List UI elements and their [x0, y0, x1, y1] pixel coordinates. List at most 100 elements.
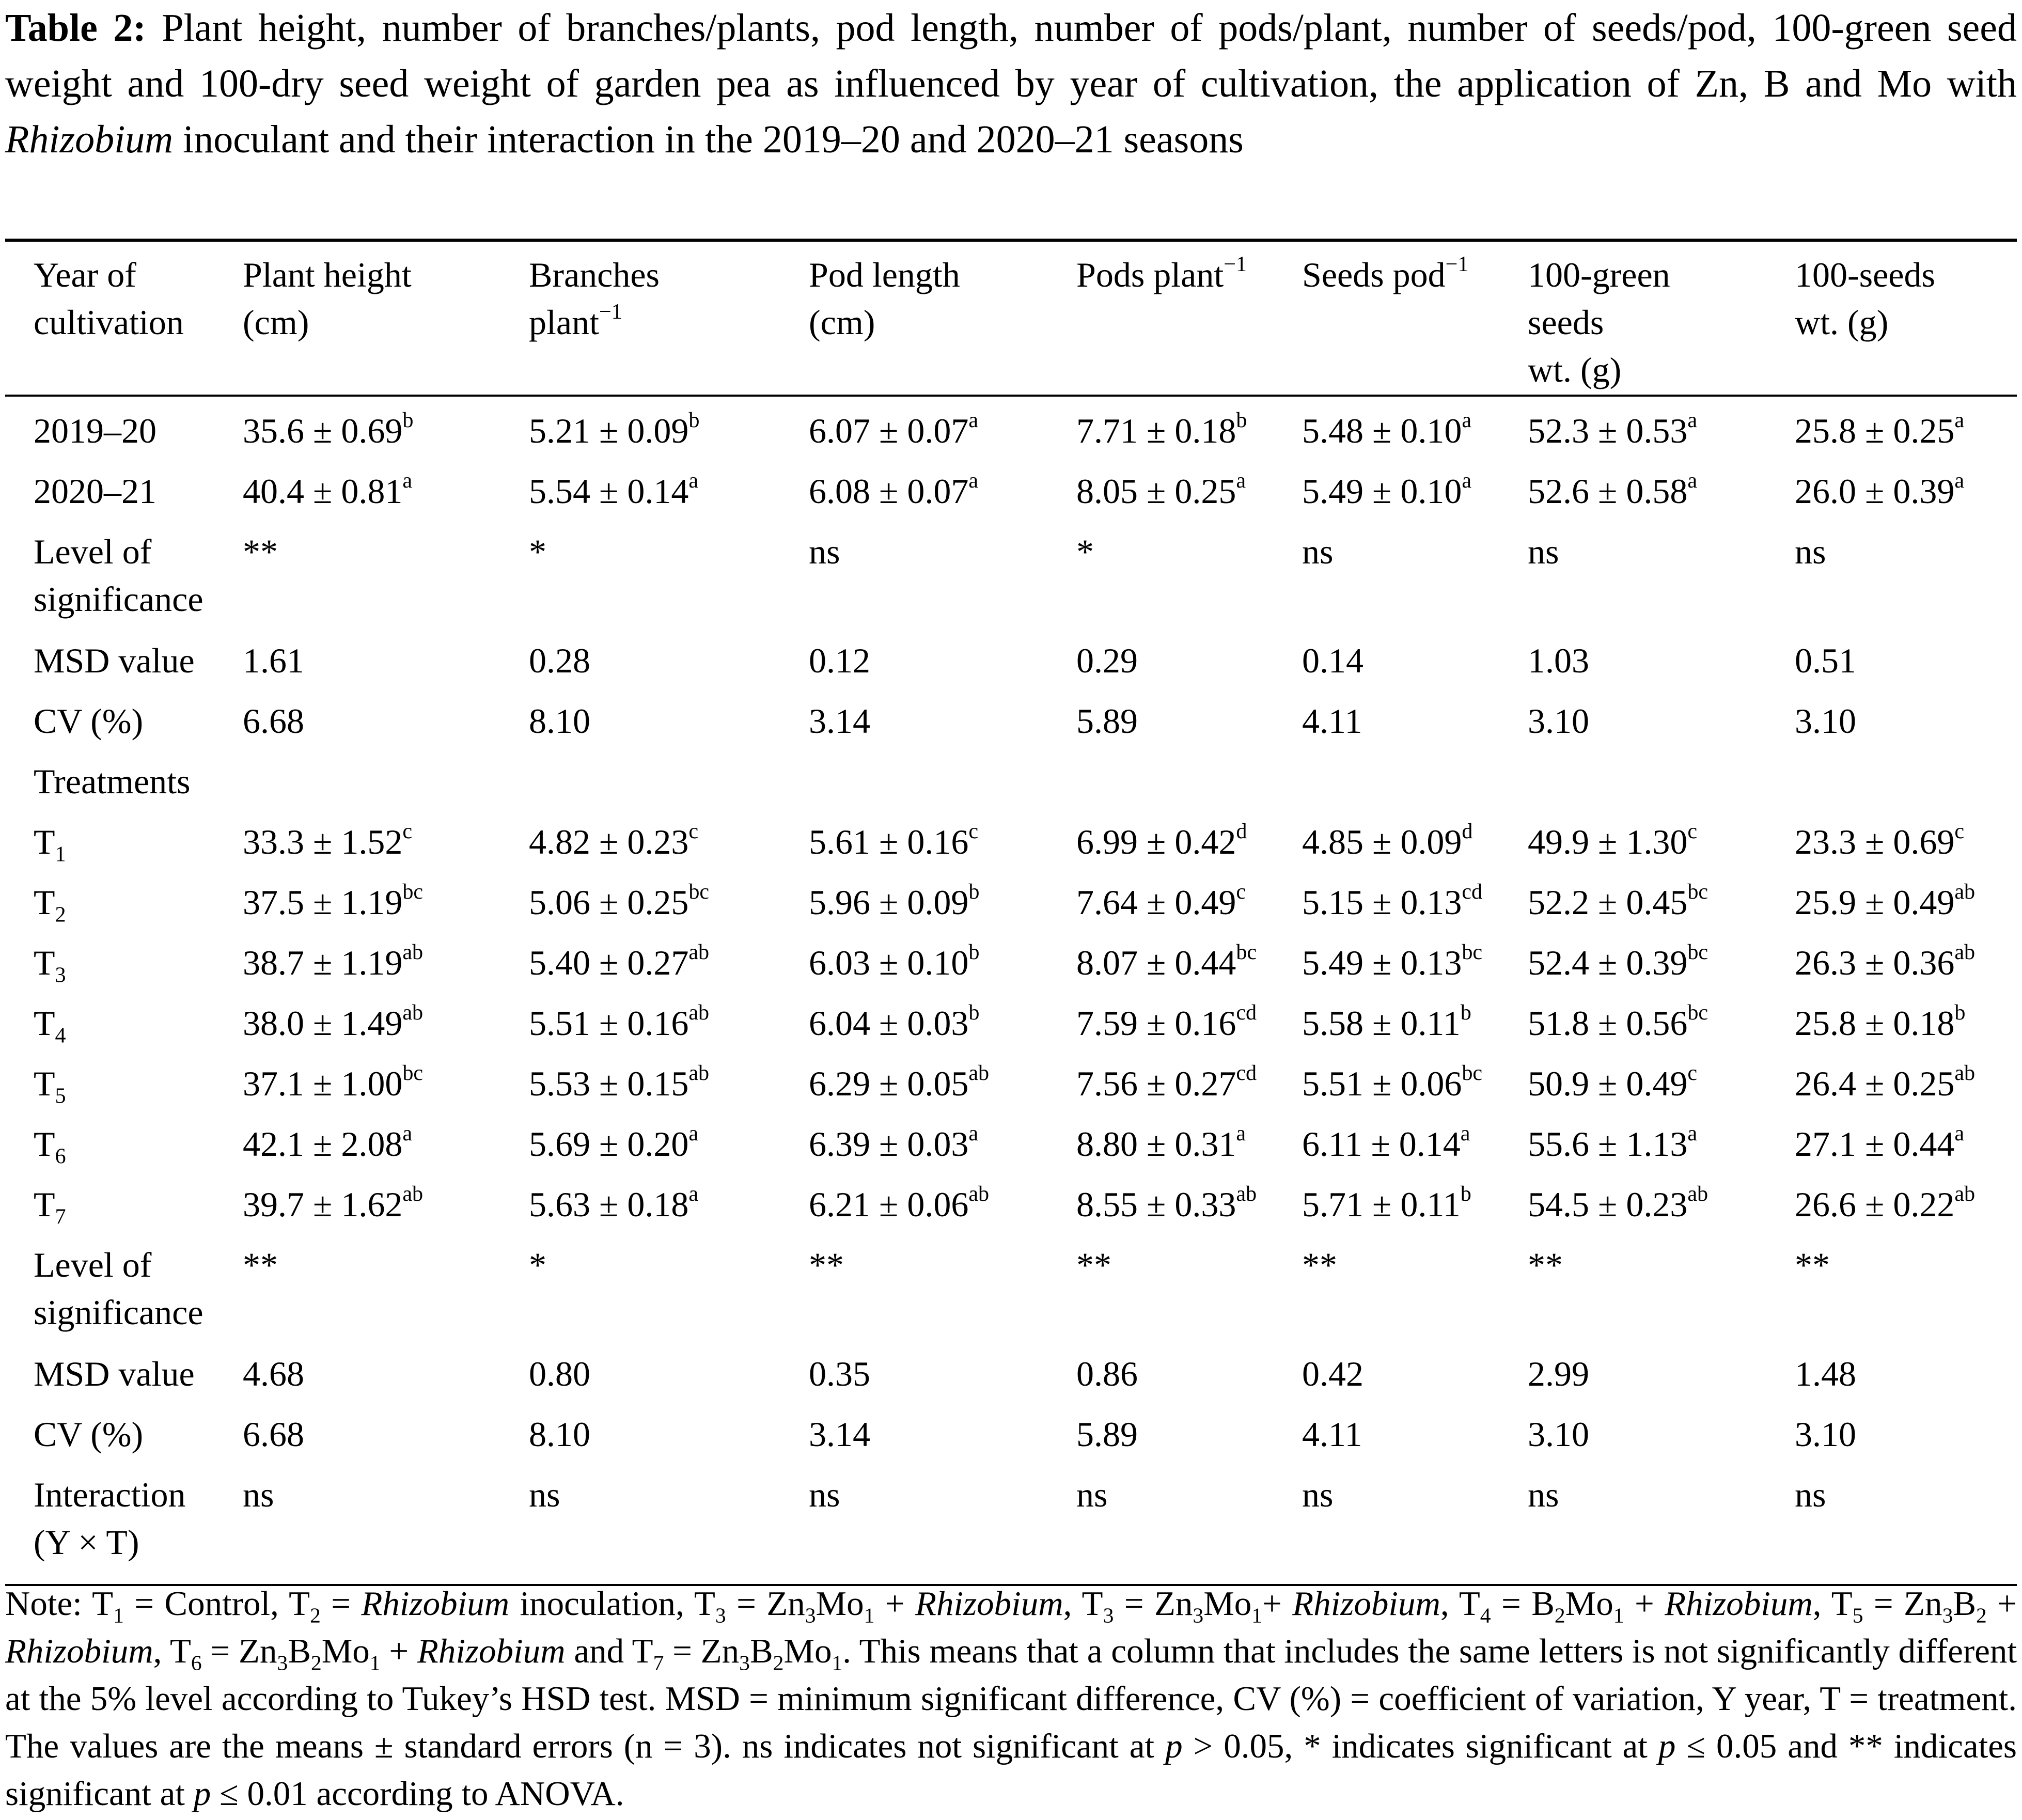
significance-letter: bc: [688, 880, 710, 904]
table-row: CV (%) 6.68 8.10 3.14 5.89 4.11 3.10 3.10: [5, 697, 2017, 758]
cell-value: 5.61 ± 0.16: [809, 822, 969, 861]
cell-value: 6.07 ± 0.07: [809, 411, 969, 450]
significance-letter: b: [1236, 408, 1247, 433]
table-row: MSD value 1.61 0.28 0.12 0.29 0.14 1.03 0.51: [5, 637, 2017, 697]
row-label: T7: [5, 1181, 243, 1241]
cell-value: 4.85 ± 0.09: [1302, 822, 1462, 861]
row-label: Interaction (Y × T): [5, 1471, 243, 1585]
cell-value: 26.3 ± 0.36: [1795, 943, 1955, 982]
row-label-text: Interaction: [34, 1475, 186, 1514]
cell-value: 52.6 ± 0.58: [1528, 472, 1688, 511]
table-cell: 6.07 ± 0.07a: [809, 396, 1076, 467]
cell-value: 7.64 ± 0.49: [1076, 883, 1236, 922]
significance-letter: a: [968, 1121, 979, 1146]
significance-letter: c: [1236, 880, 1246, 904]
significance-letter: a: [688, 1182, 699, 1206]
note-subscript: 2: [310, 1651, 322, 1675]
note-subscript: 4: [1480, 1603, 1491, 1627]
cell-value: 5.71 ± 0.11: [1302, 1185, 1461, 1224]
table-cell: 26.0 ± 0.39a: [1795, 467, 2017, 528]
row-label-text: T: [34, 883, 55, 922]
table-cell: 52.4 ± 0.39bc: [1528, 939, 1795, 999]
note-italic: p: [1165, 1727, 1183, 1765]
cell-value: 0.51: [1795, 641, 1856, 680]
row-label: Treatments: [5, 758, 243, 818]
table-cell: 7.64 ± 0.49c: [1076, 878, 1302, 939]
cell-value: ns: [1795, 532, 1826, 571]
row-label-text: 2019–20: [34, 411, 156, 450]
cell-value: 26.4 ± 0.25: [1795, 1064, 1955, 1103]
row-label-text: CV (%): [34, 1415, 144, 1454]
significance-letter: a: [402, 468, 413, 493]
unit-exponent: −1: [1445, 252, 1469, 277]
table-row: Level of significance ** * ns * ns ns ns: [5, 528, 2017, 637]
row-label-text: CV (%): [34, 701, 144, 741]
note-text: +: [1624, 1584, 1665, 1623]
note-text: B: [749, 1632, 773, 1670]
cell-value: **: [1795, 1245, 1830, 1284]
table-cell: 38.7 ± 1.19ab: [243, 939, 529, 999]
table-cell: 0.28: [529, 637, 809, 697]
table-cell: [809, 758, 1076, 818]
significance-letter: c: [1687, 819, 1698, 844]
row-label-text: T: [34, 1124, 55, 1164]
table-cell: 4.82 ± 0.23c: [529, 818, 809, 878]
cell-value: 6.99 ± 0.42: [1076, 822, 1236, 861]
table-row: 2019–20 35.6 ± 0.69b 5.21 ± 0.09b 6.07 ± 0.…: [5, 396, 2017, 467]
significance-letter: d: [1462, 819, 1473, 844]
table-cell: ns: [1302, 528, 1528, 637]
note-text: Note: T: [5, 1584, 114, 1623]
cell-value: *: [529, 532, 546, 571]
unit-exponent: −1: [1224, 252, 1247, 277]
cell-value: 6.11 ± 0.14: [1302, 1124, 1461, 1164]
row-label-text: significance: [34, 1293, 203, 1332]
significance-letter: ab: [688, 1061, 710, 1086]
cell-value: 42.1 ± 2.08: [243, 1124, 403, 1164]
table-cell: 42.1 ± 2.08a: [243, 1120, 529, 1181]
significance-letter: a: [688, 1121, 699, 1146]
row-label-text: T: [34, 1064, 55, 1103]
cell-value: **: [243, 1245, 278, 1284]
cell-value: 5.21 ± 0.09: [529, 411, 689, 450]
table-row: T3 38.7 ± 1.19ab 5.40 ± 0.27ab 6.03 ± 0.10b…: [5, 939, 2017, 999]
table-cell: [1302, 758, 1528, 818]
column-header-line: Year of: [34, 255, 136, 294]
cell-value: 6.68: [243, 701, 304, 741]
table-row: T4 38.0 ± 1.49ab 5.51 ± 0.16ab 6.04 ± 0.03b…: [5, 999, 2017, 1060]
table-cell: 49.9 ± 1.30c: [1528, 818, 1795, 878]
table-row: 2020–21 40.4 ± 0.81a 5.54 ± 0.14a 6.08 ± 0.…: [5, 467, 2017, 528]
table-cell: 33.3 ± 1.52c: [243, 818, 529, 878]
cell-value: 6.21 ± 0.06: [809, 1185, 969, 1224]
table-cell: 5.54 ± 0.14a: [529, 467, 809, 528]
significance-letter: ab: [1954, 1061, 1976, 1086]
row-label-text: 2020–21: [34, 472, 156, 511]
significance-letter: ab: [1954, 940, 1976, 965]
note-subscript: 1: [1613, 1603, 1624, 1627]
significance-letter: a: [1236, 468, 1246, 493]
table-cell: [243, 758, 529, 818]
table-cell: 8.05 ± 0.25a: [1076, 467, 1302, 528]
significance-letter: c: [402, 819, 413, 844]
cell-value: 5.54 ± 0.14: [529, 472, 689, 511]
column-header-line: Pods plant: [1076, 255, 1224, 294]
row-label-text: T: [34, 822, 55, 861]
cell-value: 50.9 ± 0.49: [1528, 1064, 1688, 1103]
column-header-line: Pod length: [809, 255, 960, 294]
table-row: T6 42.1 ± 2.08a 5.69 ± 0.20a 6.39 ± 0.03a 8.…: [5, 1120, 2017, 1181]
table-cell: 5.48 ± 0.10a: [1302, 396, 1528, 467]
table-row: CV (%) 6.68 8.10 3.14 5.89 4.11 3.10 3.10: [5, 1410, 2017, 1471]
cell-value: 6.03 ± 0.10: [809, 943, 969, 982]
cell-value: 8.10: [529, 1415, 590, 1454]
note-text: Mo: [783, 1632, 832, 1670]
column-header-line: seeds: [1528, 303, 1604, 342]
cell-value: 3.14: [809, 1415, 870, 1454]
note-text: +: [380, 1632, 417, 1670]
table-cell: 5.21 ± 0.09b: [529, 396, 809, 467]
cell-value: 23.3 ± 0.69: [1795, 822, 1955, 861]
note-subscript: 2: [1554, 1603, 1565, 1627]
table-cell: 5.53 ± 0.15ab: [529, 1060, 809, 1120]
table-cell: 0.80: [529, 1350, 809, 1410]
table-body: 2019–20 35.6 ± 0.69b 5.21 ± 0.09b 6.07 ± 0.…: [5, 396, 2017, 1585]
cell-value: 6.39 ± 0.03: [809, 1124, 969, 1164]
note-text: = Control, T: [123, 1584, 310, 1623]
